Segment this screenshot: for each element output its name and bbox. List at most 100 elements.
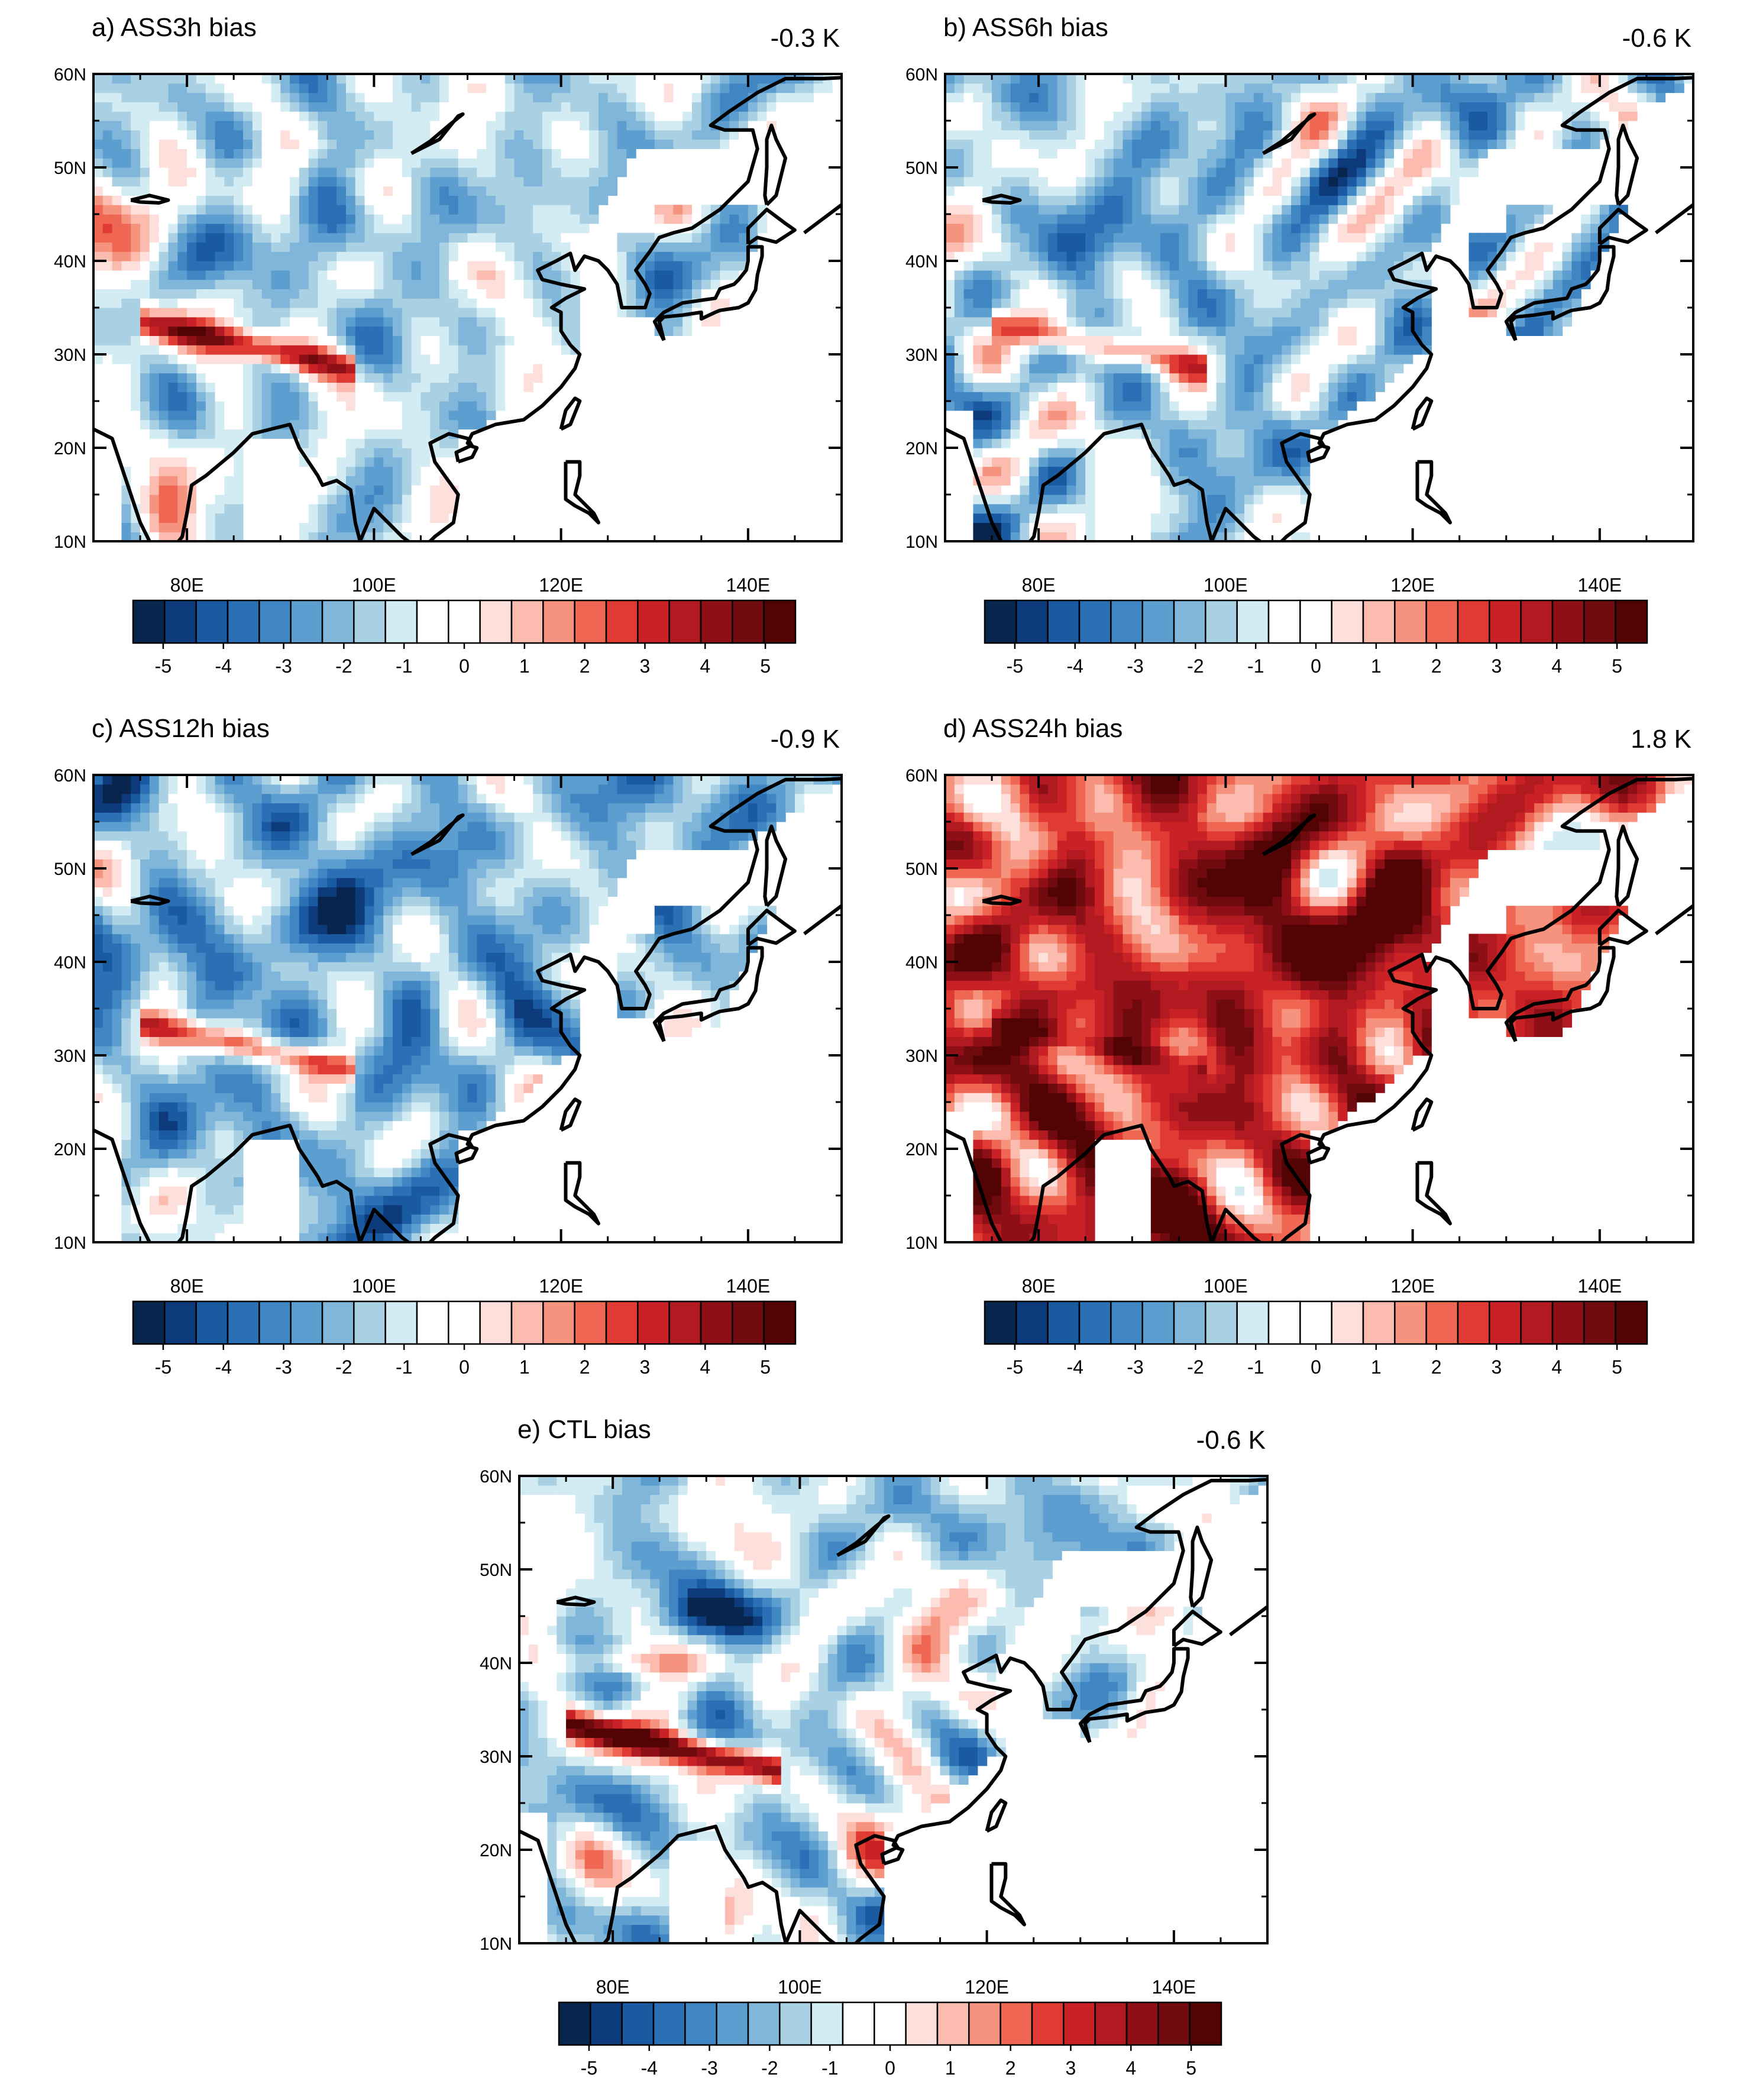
field-cell <box>486 317 496 327</box>
field-cell <box>355 504 365 513</box>
field-cell <box>412 495 421 504</box>
field-cell <box>253 214 262 224</box>
field-cell <box>1001 467 1011 476</box>
field-cell <box>1357 233 1366 243</box>
field-cell <box>299 83 309 93</box>
field-cell <box>1347 121 1357 130</box>
field-cell <box>589 186 599 196</box>
field-cell <box>1272 195 1282 205</box>
field-cell <box>449 382 458 392</box>
field-cell <box>701 251 711 261</box>
field-cell <box>814 83 823 93</box>
field-cell <box>1095 373 1104 383</box>
field-cell <box>973 214 982 224</box>
field-cell <box>383 457 393 467</box>
field-cell <box>1357 158 1366 167</box>
field-cell <box>309 102 318 111</box>
field-cell <box>1048 485 1057 495</box>
field-cell <box>243 121 253 130</box>
field-cell <box>1067 233 1076 243</box>
field-cell <box>318 429 328 438</box>
field-cell <box>337 148 346 158</box>
field-cell <box>655 130 664 140</box>
field-cell <box>196 401 206 411</box>
field-cell <box>365 214 374 224</box>
colorbar-label: -4 <box>215 655 232 677</box>
field-cell <box>673 214 682 224</box>
field-cell <box>93 392 103 401</box>
field-cell <box>992 308 1001 317</box>
field-cell <box>159 438 169 448</box>
field-cell <box>234 158 243 167</box>
field-cell <box>131 83 140 93</box>
field-cell <box>196 504 206 513</box>
field-cell <box>280 83 290 93</box>
field-cell <box>458 392 468 401</box>
field-cell <box>1132 401 1141 411</box>
field-cell <box>1188 148 1198 158</box>
field-cell <box>973 111 982 121</box>
field-cell <box>140 140 150 149</box>
field-cell <box>1217 242 1226 251</box>
field-cell <box>383 280 393 289</box>
field-cell <box>1011 224 1020 233</box>
field-cell <box>1357 345 1366 354</box>
field-cell <box>196 429 206 438</box>
field-cell <box>1170 224 1179 233</box>
field-cell <box>964 327 973 336</box>
field-cell <box>355 177 365 186</box>
field-cell <box>1179 93 1188 102</box>
field-cell <box>570 317 580 327</box>
field-cell <box>346 364 355 373</box>
field-cell <box>1067 411 1076 420</box>
field-cell <box>1319 83 1329 93</box>
field-cell <box>636 233 645 243</box>
field-cell <box>1076 485 1085 495</box>
field-cell <box>1104 411 1114 420</box>
field-cell <box>262 317 271 327</box>
field-cell <box>337 420 346 429</box>
field-cell <box>243 205 253 214</box>
field-cell <box>496 308 505 317</box>
field-cell <box>412 504 421 513</box>
field-cell <box>1029 251 1039 261</box>
field-cell <box>337 140 346 149</box>
field-cell <box>1085 485 1095 495</box>
field-cell <box>393 251 402 261</box>
field-cell <box>253 382 262 392</box>
field-cell <box>196 485 206 495</box>
field-cell <box>1188 354 1198 364</box>
field-cell <box>196 364 206 373</box>
field-cell <box>365 392 374 401</box>
field-cell <box>945 167 955 177</box>
field-cell <box>1020 224 1030 233</box>
field-cell <box>215 111 225 121</box>
field-cell <box>1310 382 1319 392</box>
field-cell <box>337 289 346 298</box>
field-cell <box>1225 167 1235 177</box>
colorbar-swatch <box>638 600 669 643</box>
field-cell <box>533 373 542 383</box>
field-cell <box>533 111 542 121</box>
field-cell <box>673 130 682 140</box>
field-cell <box>477 298 486 308</box>
field-cell <box>542 186 552 196</box>
field-cell <box>355 382 365 392</box>
field-cell <box>1217 308 1226 317</box>
field-cell <box>121 411 131 420</box>
field-cell <box>1179 467 1188 476</box>
field-cell <box>309 261 318 270</box>
field-cell <box>1347 177 1357 186</box>
field-cell <box>964 251 973 261</box>
field-cell <box>1114 317 1123 327</box>
field-cell <box>346 327 355 336</box>
field-cell <box>720 214 729 224</box>
field-cell <box>1123 354 1132 364</box>
field-cell <box>131 345 140 354</box>
field-cell <box>1076 373 1085 383</box>
field-cell <box>1067 382 1076 392</box>
field-cell <box>711 93 720 102</box>
field-cell <box>187 130 196 140</box>
field-cell <box>1282 476 1291 485</box>
field-cell <box>439 382 449 392</box>
